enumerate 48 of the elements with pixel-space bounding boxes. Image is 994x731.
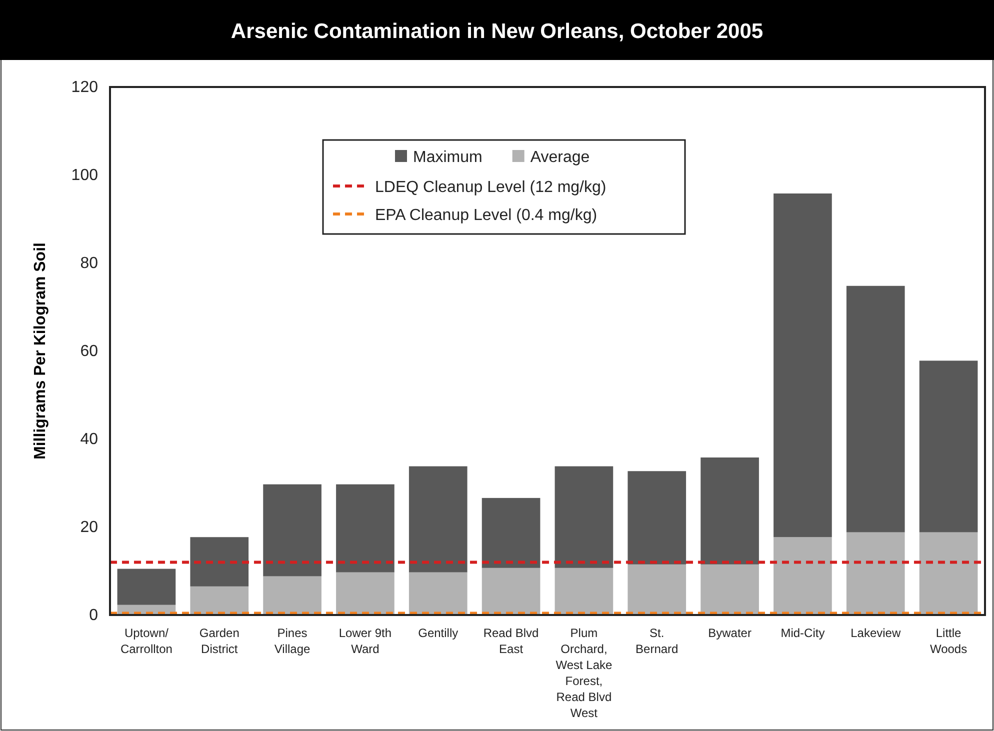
bar: [700, 457, 759, 564]
bar: [190, 537, 249, 586]
x-tick-label: Plum Orchard, West Lake Forest, Read Blvd West: [556, 626, 613, 720]
bar: [482, 568, 540, 615]
bar: [919, 360, 978, 532]
bar: [408, 466, 468, 572]
x-tick-label: Bywater: [708, 626, 752, 640]
bar: [846, 532, 905, 615]
bar: [628, 564, 686, 615]
bar: [190, 586, 249, 615]
legend-label: Maximum: [413, 149, 482, 166]
bar: [700, 564, 759, 615]
x-tick-label: Uptown/ Carrollton: [120, 626, 172, 656]
bar: [846, 286, 905, 532]
x-tick-label: Lakeview: [850, 626, 901, 640]
chart-title: Arsenic Contamination in New Orleans, October 2005: [230, 20, 764, 43]
legend-label: LDEQ Cleanup Level (12 mg/kg): [375, 179, 606, 196]
bar: [336, 484, 394, 572]
bar: [336, 572, 394, 615]
x-tick-label: Gentilly: [418, 626, 458, 640]
y-tick-label: 100: [71, 167, 98, 184]
y-tick-label: 20: [80, 519, 98, 536]
y-tick-label: 60: [80, 343, 98, 360]
bar: [263, 576, 322, 615]
x-tick-label: Little Woods: [930, 626, 968, 656]
y-tick-label: 40: [80, 431, 98, 448]
bar: [263, 484, 322, 576]
x-tick-label: St. Bernard: [636, 626, 678, 656]
y-axis-title: Milligrams Per Kilogram Soil: [32, 242, 49, 460]
bar: [554, 568, 614, 615]
bar: [774, 193, 832, 538]
legend-label: EPA Cleanup Level (0.4 mg/kg): [375, 207, 598, 224]
bar: [117, 568, 176, 605]
x-tick-label: Lower 9th Ward: [338, 626, 392, 656]
y-tick-label: 80: [80, 255, 98, 272]
x-tick-label: Mid-City: [780, 626, 825, 640]
bar: [628, 471, 686, 564]
bar: [482, 498, 540, 568]
bar: [408, 572, 468, 615]
y-tick-label: 120: [71, 79, 98, 96]
y-tick-label: 0: [89, 607, 98, 624]
legend-label: Average: [530, 149, 590, 166]
x-tick-label: Pines Village: [274, 626, 311, 656]
x-tick-label: Garden District: [199, 626, 240, 656]
x-tick-label: Read Blvd East: [483, 626, 539, 656]
bar: [554, 466, 614, 568]
bar: [919, 532, 978, 615]
bar: [774, 537, 832, 615]
